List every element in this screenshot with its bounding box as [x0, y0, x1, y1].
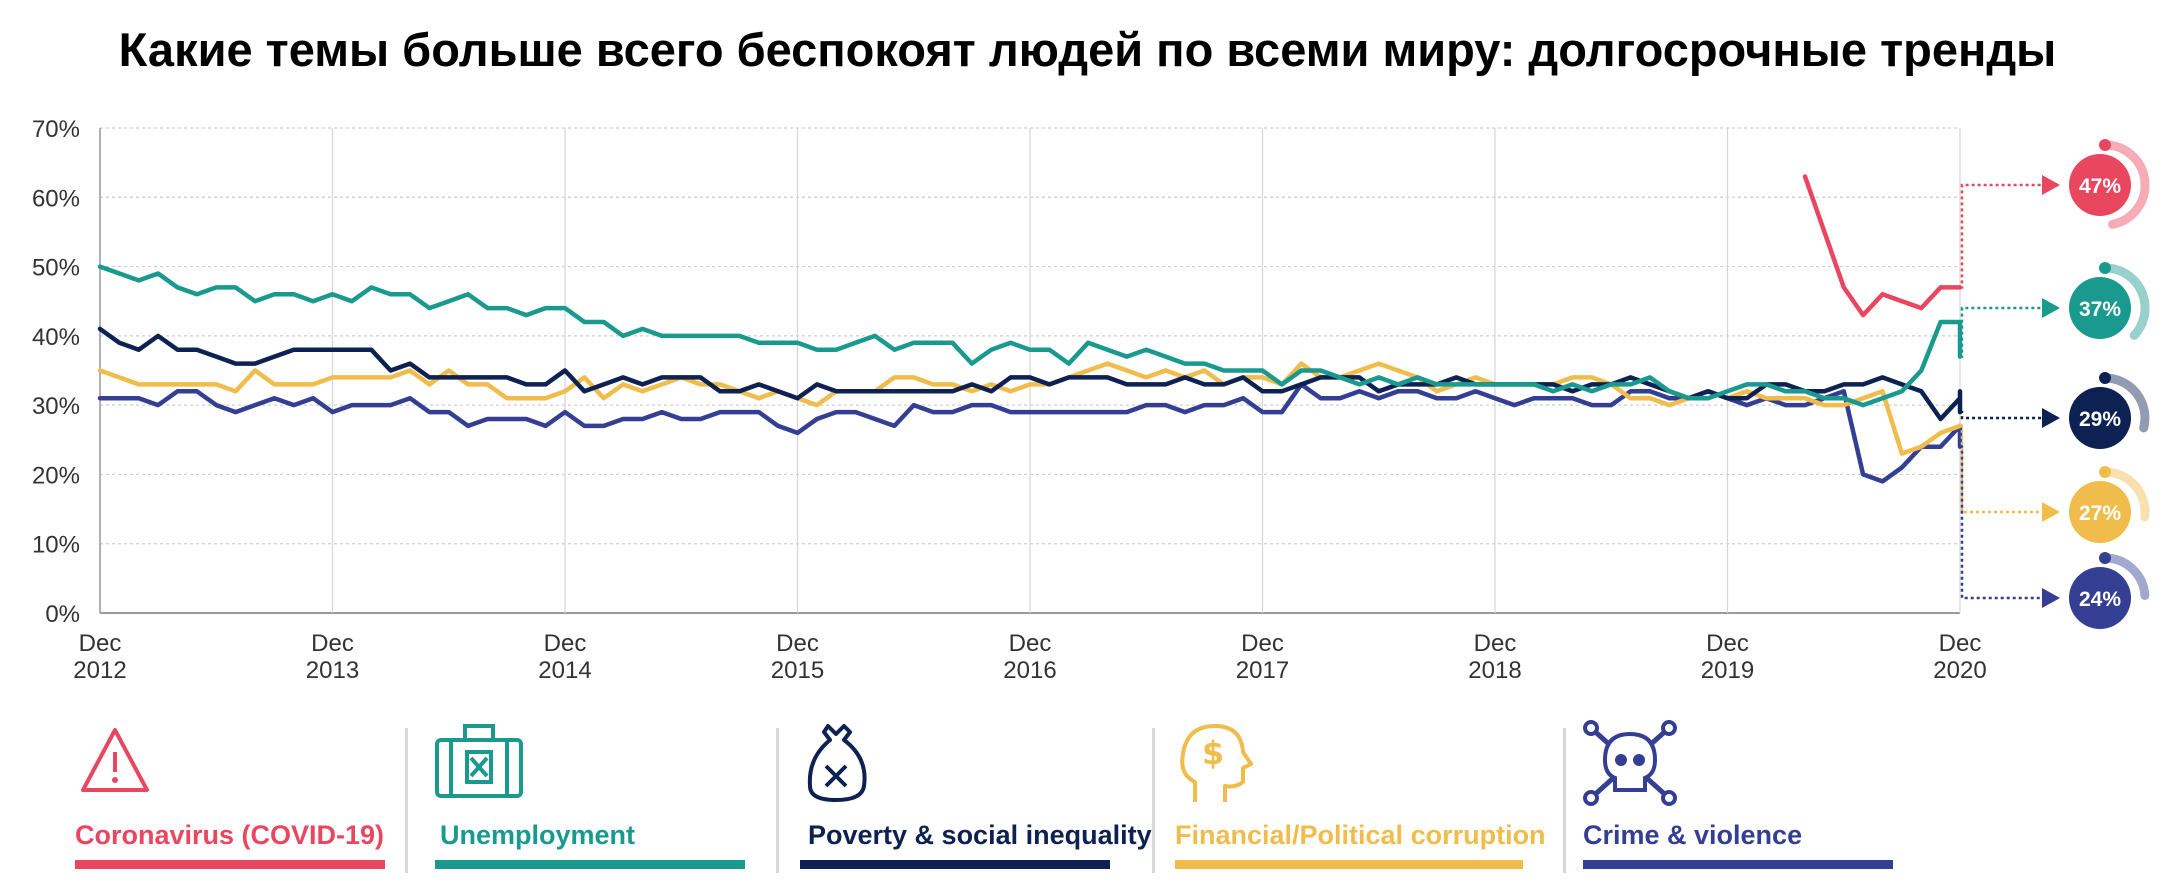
legend-color-bar [1583, 860, 1893, 869]
callout-arrowhead [2042, 502, 2060, 522]
x-tick-label: 2016 [1003, 657, 1056, 684]
callout-dot [2099, 372, 2111, 384]
head-dollar-icon: $ [1180, 724, 1253, 802]
callout-dot [2099, 552, 2111, 564]
legend-item-coronavirus: Coronavirus (COVID-19) [75, 720, 455, 870]
callout-circle [2069, 154, 2131, 216]
callout-dot [2099, 262, 2111, 274]
x-tick-label: Dec [79, 630, 122, 657]
callout-value-label: 37% [2079, 298, 2121, 321]
callout-circle [2069, 277, 2131, 339]
x-tick-label: Dec [1706, 630, 1749, 657]
svg-text:$: $ [1202, 734, 1224, 772]
callout-progress-arc [2100, 553, 2150, 600]
x-tick-label: Dec [1009, 630, 1052, 657]
x-tick-label: 2020 [1933, 657, 1986, 684]
callout-connector [1960, 424, 2058, 514]
series-line [97, 361, 1963, 456]
callout-value-label: 29% [2079, 408, 2121, 431]
callout-connector [1960, 306, 2058, 358]
y-tick-label: 40% [32, 324, 80, 351]
legend-label: Coronavirus (COVID-19) [75, 820, 385, 850]
y-tick-label: 20% [32, 462, 80, 489]
legend-color-bar [75, 860, 385, 869]
callout-value-label: 47% [2079, 175, 2121, 198]
legend-label: Unemployment [440, 820, 636, 850]
legend-label: Crime & violence [1583, 820, 1803, 850]
x-tick-label: Dec [544, 630, 587, 657]
chart-title: Какие темы больше всего беспокоят людей … [118, 23, 2057, 76]
y-tick-label: 70% [32, 116, 80, 143]
y-tick-label: 10% [32, 532, 80, 559]
legend-item-crime: Crime & violence [1583, 720, 1963, 870]
y-axis-ticks: 0% 10% 20% 30% 40% 50% 60% 70% [32, 116, 80, 628]
y-tick-label: 0% [45, 601, 80, 628]
legend-item-corruption: $ Financial/Political corruption [1175, 720, 1555, 870]
y-tick-label: 50% [32, 255, 80, 282]
x-tick-label: 2013 [306, 657, 359, 684]
series-line [1802, 174, 1963, 318]
x-tick-label: 2018 [1468, 657, 1521, 684]
x-tick-label: Dec [1474, 630, 1517, 657]
briefcase-icon [435, 724, 523, 798]
legend-color-bar [1175, 860, 1523, 869]
x-tick-label: Dec [776, 630, 819, 657]
legend-divider [776, 728, 779, 873]
x-tick-label: 2014 [538, 657, 591, 684]
callout-value-label: 24% [2079, 588, 2121, 611]
callout-circle [2069, 387, 2131, 449]
callout-connector [1960, 445, 2058, 600]
money-bag-icon [807, 724, 867, 802]
skull-crossbones-icon [1583, 720, 1677, 806]
x-tick-label: 2017 [1236, 657, 1289, 684]
callout-dot [2099, 139, 2111, 151]
callout-progress-arc [2100, 140, 2150, 229]
line-chart: 0%10%20%30%40%50%60%70% Dec2012Dec2013De… [32, 116, 2150, 684]
y-tick-label: 60% [32, 185, 80, 212]
callout-arrowhead [2042, 175, 2060, 195]
legend-divider [405, 728, 408, 873]
x-tick-label: Dec [1939, 630, 1982, 657]
callout-arrowhead [2042, 588, 2060, 608]
legend-divider [1563, 728, 1566, 873]
callout-value-label: 27% [2079, 502, 2121, 525]
x-tick-label: 2015 [771, 657, 824, 684]
legend-color-bar [435, 860, 745, 869]
callout-circle [2069, 481, 2131, 543]
legend-label: Financial/Political corruption [1175, 820, 1546, 850]
x-tick-label: Dec [1241, 630, 1284, 657]
callout-progress-arc [2100, 467, 2150, 522]
callout-circle [2069, 567, 2131, 629]
legend-divider [1152, 728, 1155, 873]
x-axis-ticks: Dec2012Dec2013Dec2014Dec2015Dec2016Dec20… [73, 630, 1986, 684]
callout-connector [1960, 183, 2058, 289]
callout-arrowhead [2042, 298, 2060, 318]
callout-arrowhead [2042, 408, 2060, 428]
x-tick-label: 2019 [1701, 657, 1754, 684]
legend-label: Poverty & social inequality [808, 820, 1152, 850]
callout-progress-arc [2100, 263, 2150, 340]
legend-item-poverty: Poverty & social inequality [800, 720, 1180, 870]
warning-triangle-icon [81, 728, 149, 792]
series-line [97, 326, 1963, 422]
series-lines [97, 174, 1963, 484]
callout-progress-arc [2100, 373, 2150, 433]
grid-lines [99, 127, 1961, 614]
end-value-callouts: 47% 37% 29% 27% 24% [1960, 139, 2150, 629]
series-line [97, 264, 1963, 408]
y-tick-label: 30% [32, 393, 80, 420]
x-tick-label: 2012 [73, 657, 126, 684]
callout-connector [1960, 410, 2058, 420]
callout-dot [2099, 466, 2111, 478]
x-tick-label: Dec [311, 630, 354, 657]
legend-color-bar [800, 860, 1110, 869]
legend-item-unemployment: Unemployment [435, 720, 815, 870]
